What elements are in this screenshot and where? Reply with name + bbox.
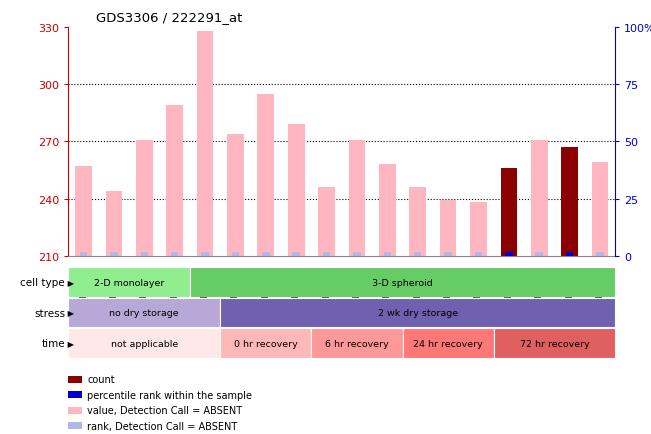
Text: time: time [42,339,65,348]
Text: GDS3306 / 222291_at: GDS3306 / 222291_at [96,11,242,24]
Bar [68,268,190,297]
Bar [566,252,574,256]
Bar [68,407,82,414]
Text: 3-D spheroid: 3-D spheroid [372,278,433,287]
Bar [141,252,148,256]
Bar [105,191,122,256]
Bar [257,95,274,256]
Text: cell type: cell type [20,278,65,287]
Text: 6 hr recovery: 6 hr recovery [325,339,389,348]
Bar [353,252,361,256]
Bar [220,298,615,328]
Bar [288,125,305,256]
Text: 24 hr recovery: 24 hr recovery [413,339,483,348]
Bar [68,329,220,358]
Bar [470,203,487,256]
Bar [232,252,239,256]
Bar [190,268,615,297]
Bar [68,376,82,383]
Bar [323,252,330,256]
Text: count: count [87,374,115,384]
Text: percentile rank within the sample: percentile rank within the sample [87,390,253,400]
Bar [596,252,603,256]
Bar [68,298,220,328]
Text: ▶: ▶ [65,339,74,348]
Bar [318,187,335,256]
Bar [76,167,92,256]
Bar [383,252,391,256]
Bar [220,329,311,358]
Text: not applicable: not applicable [111,339,178,348]
Text: value, Detection Call = ABSENT: value, Detection Call = ABSENT [87,405,243,415]
Bar [445,252,452,256]
Bar [166,106,183,256]
Bar [536,252,543,256]
Bar [197,32,214,256]
Bar [409,187,426,256]
Bar [501,169,517,256]
Bar [475,252,482,256]
Text: 2 wk dry storage: 2 wk dry storage [378,309,458,317]
Bar [227,135,243,256]
Bar [311,329,402,358]
Bar [292,252,300,256]
Bar [402,329,493,358]
Text: 2-D monolayer: 2-D monolayer [94,278,164,287]
Bar [561,148,578,256]
Text: ▶: ▶ [65,309,74,317]
Bar [493,329,615,358]
Text: 0 hr recovery: 0 hr recovery [234,339,298,348]
Bar [110,252,118,256]
Bar [505,252,512,256]
Bar [201,252,209,256]
Text: stress: stress [34,308,65,318]
Bar [348,140,365,256]
Bar [439,201,456,256]
Bar [531,140,547,256]
Bar [262,252,270,256]
Bar [80,252,87,256]
Text: 72 hr recovery: 72 hr recovery [519,339,589,348]
Bar [68,391,82,398]
Bar [379,165,396,256]
Text: ▶: ▶ [65,278,74,287]
Text: rank, Detection Call = ABSENT: rank, Detection Call = ABSENT [87,421,238,431]
Bar [414,252,421,256]
Bar [136,140,152,256]
Bar [68,422,82,429]
Text: no dry storage: no dry storage [109,309,179,317]
Bar [592,163,608,256]
Bar [171,252,178,256]
